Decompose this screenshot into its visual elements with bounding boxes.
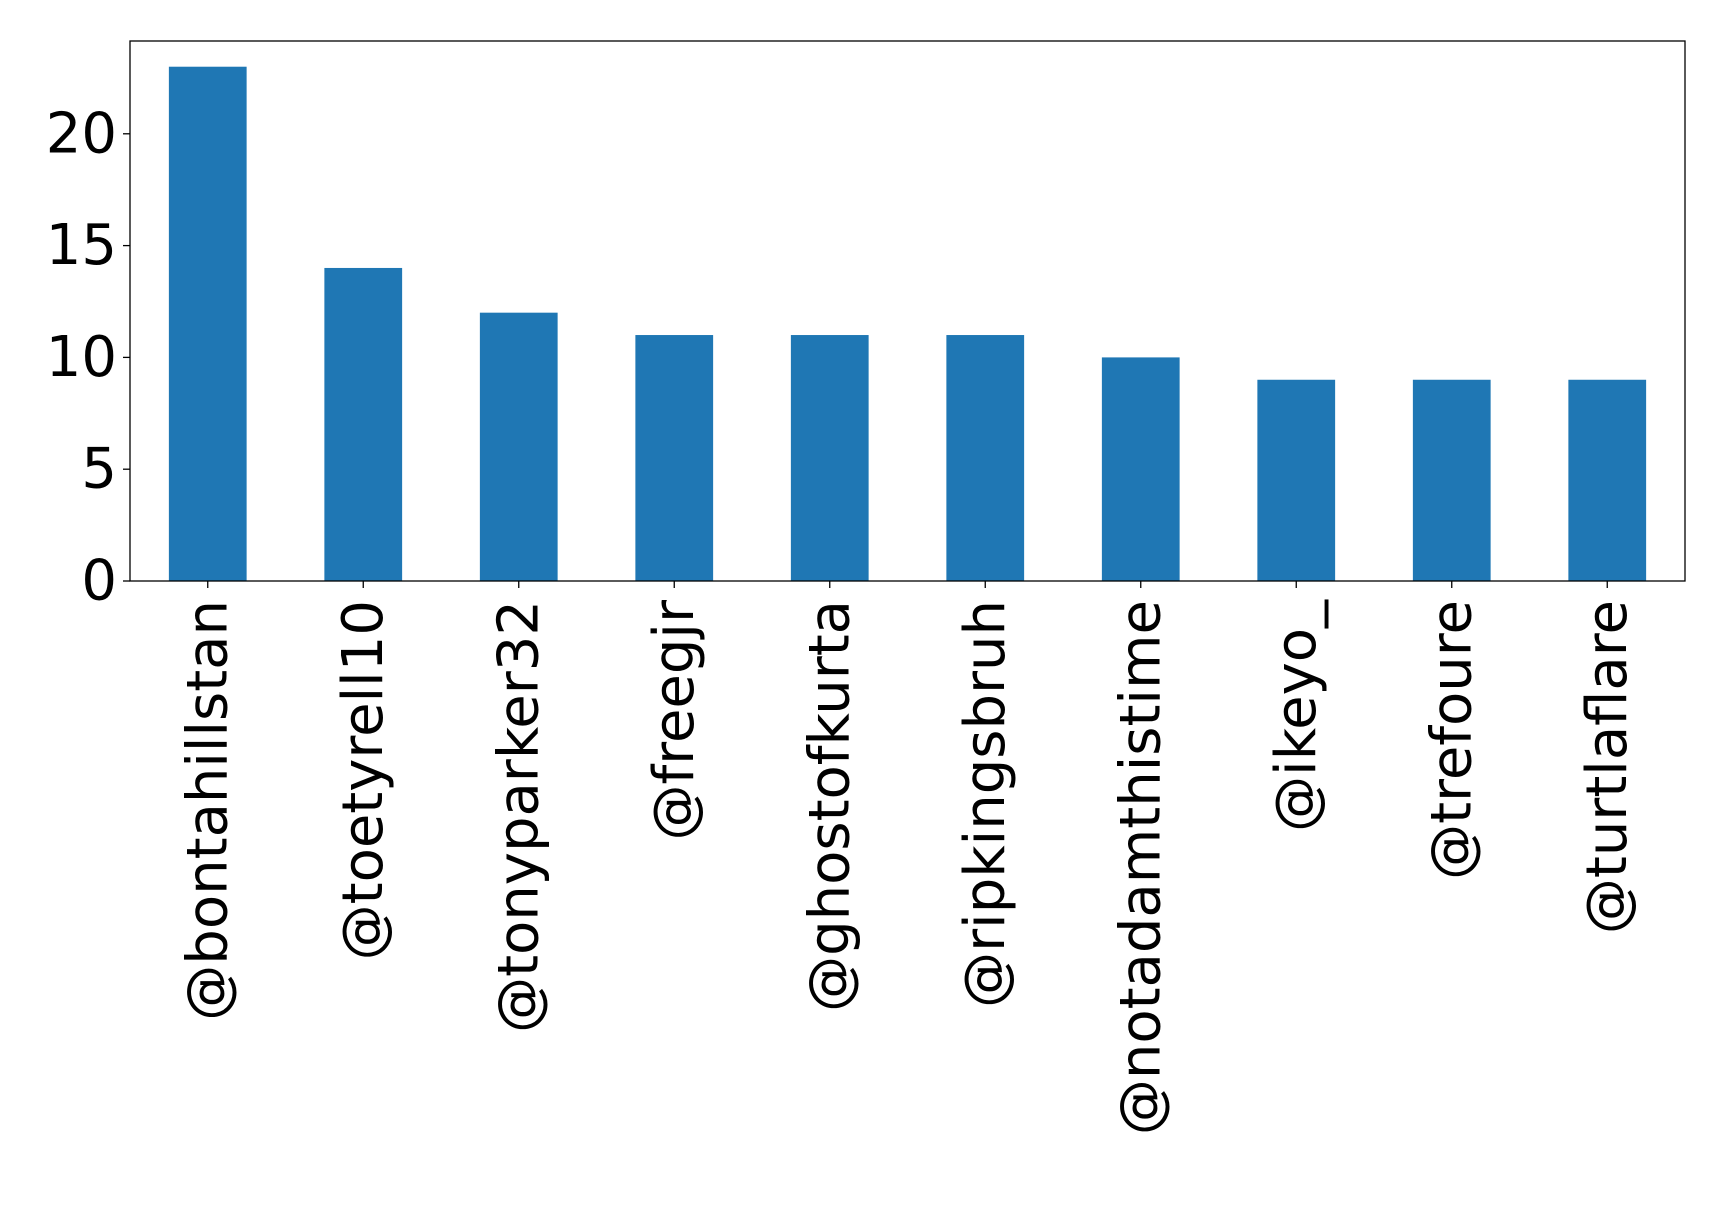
bar-freegjr [635, 335, 714, 581]
x-tick-label: @trefoure [1419, 600, 1484, 880]
bar-bontahillstan [168, 66, 247, 581]
bars-group [168, 66, 1647, 581]
bar-trefoure [1412, 379, 1491, 581]
x-tick-label: @tonyparker32 [486, 600, 551, 1033]
x-tick-label: @freegjr [642, 599, 707, 841]
x-tick-label: @toetyrell10 [331, 600, 396, 960]
bar-ikeyo [1257, 379, 1336, 581]
y-axis: 0 5 10 15 20 [46, 101, 130, 614]
y-tick-label: 15 [46, 213, 117, 278]
bar-toetyrell10 [324, 267, 403, 581]
x-tick-label: @ripkingsbruh [953, 600, 1018, 1008]
x-tick-label: @turtlaflare [1575, 600, 1640, 934]
y-tick-label: 0 [81, 549, 117, 614]
y-tick-label: 5 [81, 437, 117, 502]
x-tick-label: @ikeyo_ [1264, 599, 1329, 832]
bar-ghostofkurta [790, 335, 869, 581]
bar-notadamthistime [1101, 357, 1180, 581]
x-tick-label: @notadamthistime [1108, 600, 1173, 1135]
bar-tonyparker32 [479, 312, 558, 581]
y-tick-label: 20 [46, 101, 117, 166]
bar-turtlaflare [1568, 379, 1647, 581]
y-tick-label: 10 [46, 325, 117, 390]
x-axis: @bontahillstan @toetyrell10 @tonyparker32 @… [175, 581, 1640, 1135]
x-tick-label: @bontahillstan [175, 600, 240, 1021]
x-tick-label: @ghostofkurta [797, 600, 862, 1012]
plot-frame [129, 40, 1686, 582]
bar-ripkingsbruh [946, 335, 1025, 581]
